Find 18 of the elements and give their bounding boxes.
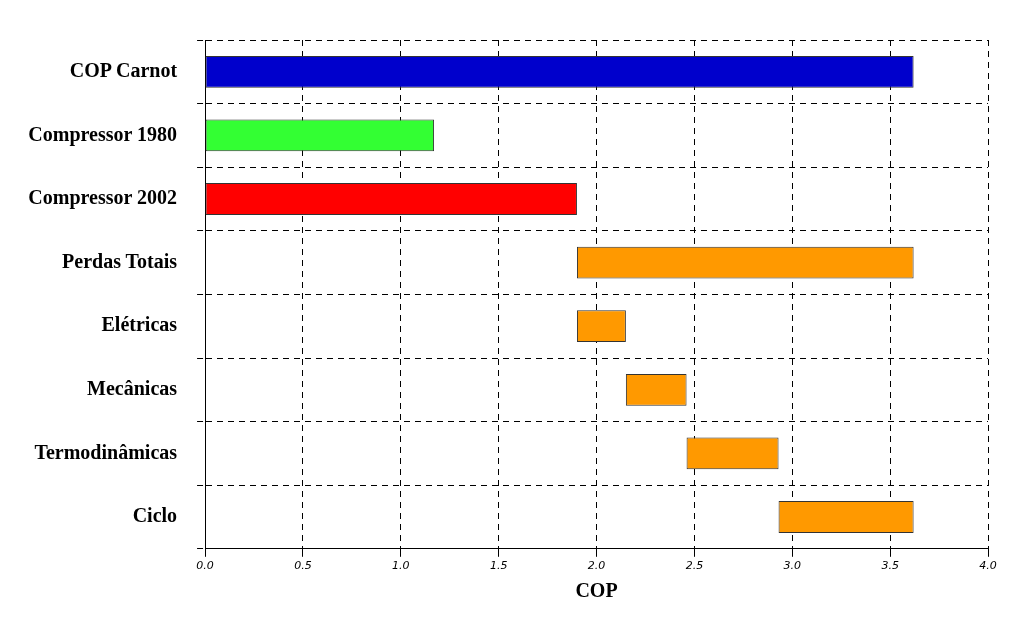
x-tick-label: 3.5	[881, 559, 899, 573]
x-axis-title: COP	[575, 579, 618, 602]
y-tick-label: Elétricas	[101, 313, 178, 336]
y-tick-label: COP Carnot	[69, 58, 178, 81]
x-tick-label: 1.5	[489, 559, 508, 573]
x-tick-label: 3.0	[783, 559, 802, 573]
x-tick-label: 0.5	[294, 559, 312, 573]
x-tick-label: 1.0	[392, 559, 410, 573]
y-tick-label: Mecânicas	[87, 376, 178, 399]
y-tick-label: Perdas Totais	[62, 249, 178, 272]
x-tick-label: 2.0	[587, 559, 606, 573]
x-tick-label: 0.0	[196, 559, 214, 573]
y-tick-label: Termodinâmicas	[34, 440, 178, 463]
x-tick-label: 4.0	[979, 559, 997, 573]
y-tick-label: Compressor 1980	[28, 122, 178, 146]
x-tick-label: 2.5	[685, 559, 704, 573]
y-tick-label: Compressor 2002	[28, 186, 178, 210]
y-tick-label: Ciclo	[132, 504, 178, 527]
